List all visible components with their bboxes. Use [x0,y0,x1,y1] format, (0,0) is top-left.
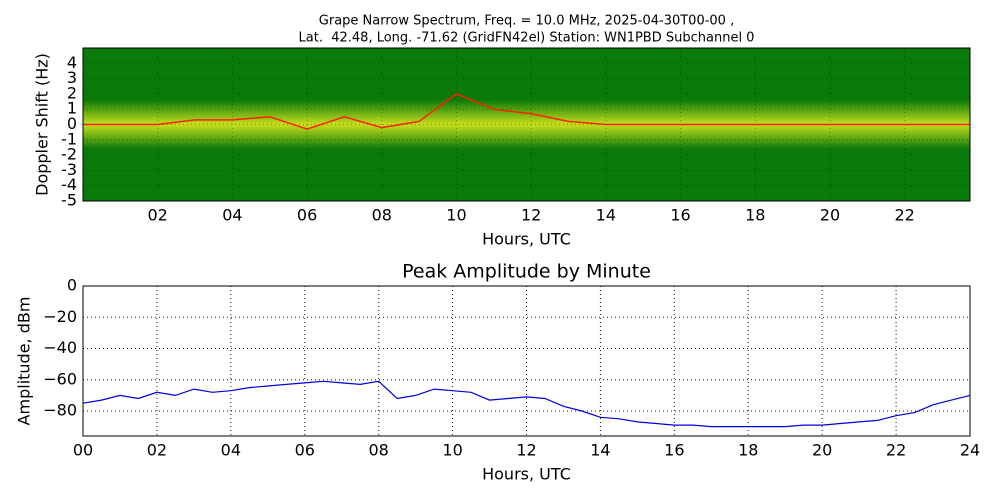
y-tick-label: 3 [67,68,77,87]
x-tick-label: 14 [590,441,610,460]
x-tick-label: 08 [368,441,388,460]
x-tick-label: 10 [446,206,466,225]
data-line [83,93,970,130]
plot-frame [82,285,971,437]
y-tick-label: 4 [67,53,77,72]
x-tick-label: 06 [295,441,315,460]
y-tick-label: −40 [43,338,77,357]
chart-title: Peak Amplitude by Minute [402,261,651,283]
x-tick-label: 24 [960,441,980,460]
y-tick-label: 1 [67,99,77,118]
x-tick-label: 02 [147,441,167,460]
x-tick-label: 16 [664,441,684,460]
x-tick-label: 06 [297,206,317,225]
y-tick-label: 0 [67,114,77,133]
x-tick-label: 14 [596,206,616,225]
x-tick-label: 22 [894,206,914,225]
x-tick-label: 20 [820,206,840,225]
x-tick-label: 18 [745,206,765,225]
x-tick-label: 22 [886,441,906,460]
x-tick-label: 16 [670,206,690,225]
data-line [82,380,971,428]
y-tick-label: 0 [67,276,77,295]
y-axis-label: Amplitude, dBm [15,297,34,426]
x-tick-label: 12 [521,206,541,225]
chart-title: Grape Narrow Spectrum, Freq. = 10.0 MHz,… [319,14,734,29]
y-tick-label: 2 [67,83,77,102]
x-tick-label: 10 [442,441,462,460]
x-tick-label: 02 [148,206,168,225]
x-tick-label: 04 [222,206,242,225]
y-axis-label: Doppler Shift (Hz) [33,53,52,196]
x-tick-label: 04 [221,441,241,460]
y-tick-label: -3 [61,160,77,179]
x-axis-label: Hours, UTC [482,465,571,484]
y-tick-label: -4 [61,175,77,194]
x-tick-label: 18 [738,441,758,460]
y-tick-label: -5 [61,191,77,210]
x-tick-label: 00 [73,441,93,460]
x-axis-label: Hours, UTC [482,230,571,249]
y-tick-label: −60 [43,369,77,388]
x-tick-label: 20 [812,441,832,460]
y-tick-label: -1 [61,129,77,148]
y-tick-label: −80 [43,401,77,420]
chart-title: Lat. 42.48, Long. -71.62 (GridFN42el) St… [299,31,755,46]
plot-frame [82,47,971,202]
y-tick-label: -2 [61,145,77,164]
y-tick-label: −20 [43,307,77,326]
x-tick-label: 12 [516,441,536,460]
x-tick-label: 08 [372,206,392,225]
